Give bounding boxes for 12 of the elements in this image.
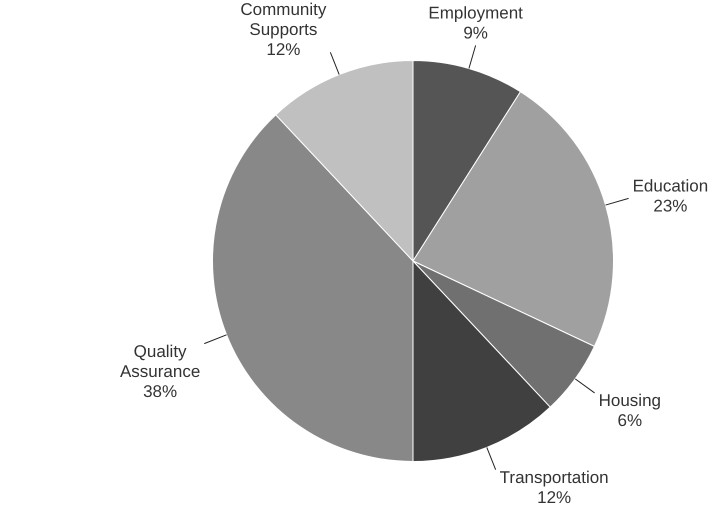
data-label: 23%: [653, 196, 688, 216]
slice-label: Employment: [428, 4, 524, 23]
data-label: 6%: [618, 411, 642, 430]
data-label: 9%: [463, 24, 488, 43]
data-label: 12%: [266, 40, 300, 60]
slice-label: Transportation: [500, 468, 609, 487]
slice-label: Community Supports: [240, 0, 327, 40]
slice-label: Education: [632, 176, 708, 196]
slice-label: Quality Assurance: [120, 342, 200, 381]
data-label: 38%: [143, 382, 178, 401]
slice-label: Housing: [598, 391, 661, 410]
data-label: 12%: [537, 488, 572, 507]
